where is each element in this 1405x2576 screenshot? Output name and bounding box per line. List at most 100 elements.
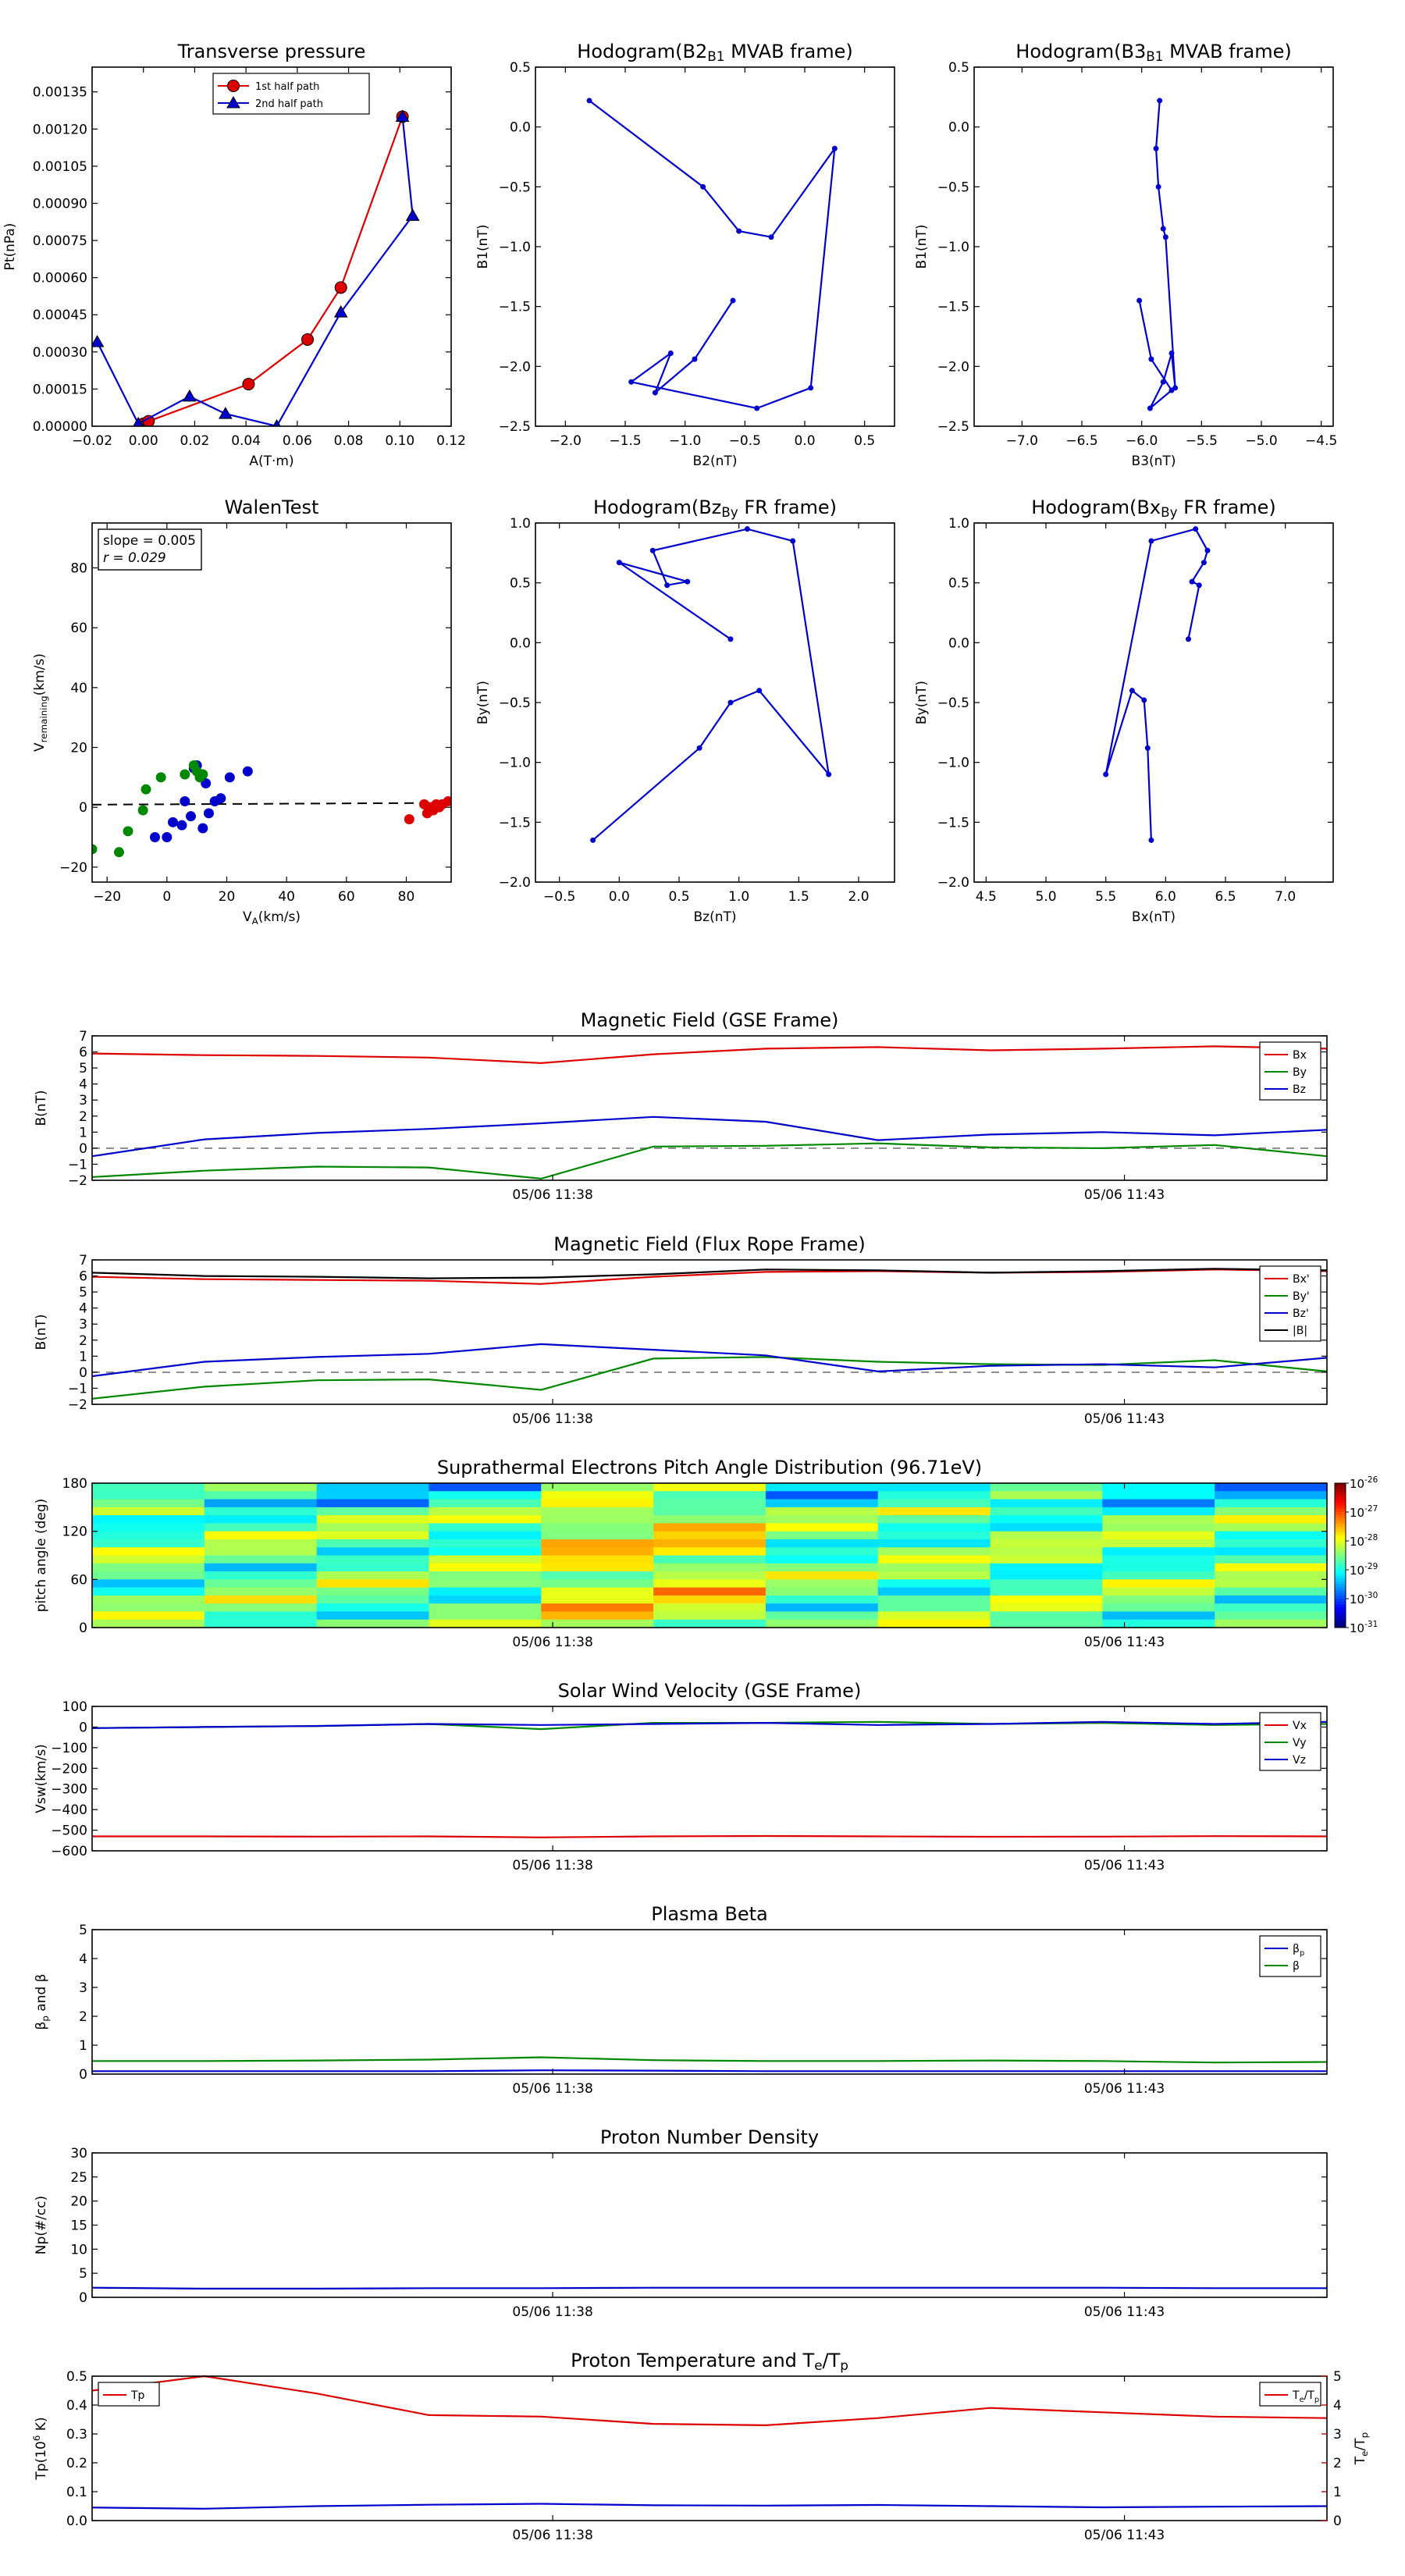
- x-tick-label: 1.0: [728, 889, 749, 905]
- heatmap-cell: [1215, 1579, 1328, 1589]
- heatmap-cell: [429, 1547, 542, 1556]
- data-point: [692, 356, 698, 362]
- heatmap-cell: [1215, 1603, 1328, 1612]
- data-point: [1204, 547, 1211, 553]
- heatmap-cell: [1102, 1579, 1215, 1589]
- colorbar-segment: [1335, 1529, 1346, 1533]
- heatmap-cell: [429, 1499, 542, 1508]
- x-tick-label: 6.0: [1155, 889, 1176, 905]
- heatmap-cell: [1102, 1595, 1215, 1604]
- scatter-point: [215, 793, 226, 804]
- y-tick-label: 4: [79, 1301, 87, 1317]
- y-tick-label: 4: [79, 1077, 87, 1093]
- x-tick-label: 0.5: [668, 889, 689, 905]
- y-tick-label: 0.5: [66, 2369, 87, 2385]
- heatmap-cell: [92, 1491, 205, 1500]
- x-tick-label: −5.5: [1186, 433, 1218, 449]
- chart-title: Proton Temperature and Te​/Tp​: [571, 2350, 848, 2373]
- heatmap-cell: [541, 1587, 654, 1596]
- y-tick-label: 30: [70, 2146, 87, 2161]
- scatter-point: [137, 805, 148, 816]
- colorbar-segment: [1335, 1616, 1346, 1620]
- data-point: [664, 582, 670, 589]
- heatmap-cell: [990, 1571, 1103, 1580]
- x-tick-label: 05/06 11:38: [512, 1858, 592, 1873]
- chart-layer: Transverse pressure−0.02 0.00 0.02 0.04 0.06…: [2, 41, 1378, 2543]
- y-axis-label: Vsw(km/s): [34, 1744, 49, 1813]
- y-tick-label: −400: [51, 1802, 87, 1818]
- plot-area: [535, 67, 895, 426]
- heatmap-cell: [541, 1507, 654, 1516]
- heatmap-cell: [316, 1571, 429, 1580]
- y2-tick-label: 4: [1333, 2398, 1342, 2414]
- data-layer: [586, 98, 838, 411]
- y-tick-label: 3: [79, 1093, 87, 1108]
- legend-label: Bx: [1293, 1049, 1307, 1062]
- heatmap-cell: [1102, 1515, 1215, 1524]
- heatmap-cell: [1102, 1571, 1215, 1580]
- heatmap-cell: [92, 1611, 205, 1621]
- y-tick-label: −1.5: [499, 300, 531, 315]
- heatmap-cell: [765, 1491, 879, 1500]
- y-tick-label: 7: [79, 1029, 87, 1044]
- colorbar-tick-label: 10-27​: [1350, 1504, 1378, 1520]
- heatmap-cell: [316, 1555, 429, 1564]
- heatmap-cell: [653, 1499, 767, 1508]
- heatmap-cell: [765, 1499, 879, 1508]
- data-point: [333, 305, 348, 318]
- chart-title: Hodogram(BzBy​ FR frame): [593, 496, 837, 520]
- x-tick-label: 05/06 11:43: [1084, 1187, 1165, 1203]
- heatmap-cell: [92, 1579, 205, 1589]
- x-tick-label: −20: [93, 889, 121, 905]
- data-point: [182, 389, 197, 402]
- data-point: [831, 145, 838, 151]
- data-point: [226, 95, 240, 109]
- heatmap-cell: [541, 1611, 654, 1621]
- colorbar-segment: [1335, 1506, 1346, 1510]
- x-tick-label: 0.02: [180, 433, 209, 449]
- y-tick-label: 0.00135: [33, 85, 87, 101]
- chart-vsw: Solar Wind Velocity (GSE Frame) −600 −500 −…: [34, 1680, 1328, 1873]
- scatter-point: [168, 817, 178, 827]
- y-tick-label: 0.5: [510, 60, 531, 76]
- annotation-r: r = 0.029: [103, 550, 166, 566]
- heatmap-cell: [92, 1571, 205, 1580]
- data-layer: [92, 760, 451, 858]
- data-point: [1129, 688, 1135, 694]
- heatmap-cell: [1215, 1611, 1328, 1621]
- x-tick-label: 1.5: [788, 889, 809, 905]
- y-tick-label: 0.1: [66, 2485, 87, 2500]
- y-tick-label: −20: [59, 860, 87, 876]
- heatmap-cell: [204, 1571, 318, 1580]
- colorbar-segment: [1335, 1599, 1346, 1603]
- heatmap-cell: [92, 1539, 205, 1548]
- heatmap-cell: [204, 1547, 318, 1556]
- chart-transverse: Transverse pressure −0.02 0.00 0.02 0.04 0.06…: [2, 41, 466, 469]
- data-point: [218, 407, 233, 419]
- colorbar-segment: [1335, 1570, 1346, 1574]
- colorbar-segment: [1335, 1618, 1346, 1623]
- data-point: [667, 350, 674, 356]
- y-tick-label: 1.0: [510, 516, 531, 532]
- heatmap-cell: [1215, 1515, 1328, 1524]
- scatter-point: [162, 832, 173, 842]
- plot-frame: [91, 2375, 1328, 2521]
- y-axis-label: By(nT): [475, 681, 491, 724]
- heatmap-cell: [877, 1507, 991, 1516]
- heatmap-cell: [316, 1587, 429, 1596]
- heatmap-cell: [1102, 1523, 1215, 1532]
- x-tick-label: 0: [162, 889, 171, 905]
- y2-tick-label: 0: [1333, 2514, 1342, 2529]
- scatter-point: [443, 796, 451, 806]
- colorbar-segment: [1335, 1535, 1346, 1539]
- y-axis-label: Tp(106​ K): [31, 2417, 49, 2480]
- heatmap-cell: [429, 1603, 542, 1612]
- data-point: [272, 418, 281, 426]
- heatmap-cell: [316, 1483, 429, 1492]
- heatmap-cell: [877, 1603, 991, 1612]
- y2-tick-label: 5: [1333, 2369, 1342, 2385]
- heatmap-cell: [990, 1499, 1103, 1508]
- heatmap-cell: [765, 1507, 879, 1516]
- heatmap-cell: [316, 1499, 429, 1508]
- data-point: [1200, 560, 1207, 566]
